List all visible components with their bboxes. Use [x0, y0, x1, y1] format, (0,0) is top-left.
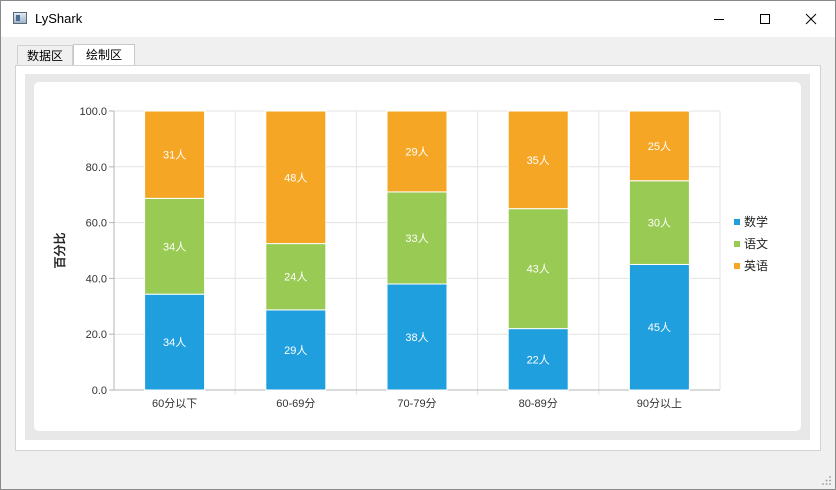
close-button[interactable]: [788, 1, 834, 37]
bar-segment: [628, 263, 690, 391]
x-tick-label: 60分以下: [152, 397, 197, 410]
bar-segment: [386, 283, 448, 391]
bar-data-label: 30人: [648, 217, 671, 230]
bar-data-label: 38人: [405, 331, 428, 344]
tab-drawing-label: 绘制区: [85, 48, 122, 62]
bar-segment: [386, 191, 448, 285]
y-tick-label: 80.0: [86, 162, 107, 174]
y-tick-label: 20.0: [86, 329, 107, 341]
x-tick-label: 80-89分: [519, 397, 558, 410]
minimize-icon: [714, 19, 724, 20]
bar-segment: [507, 208, 569, 330]
bar-data-label: 35人: [527, 154, 550, 167]
resize-grip-icon[interactable]: [822, 476, 832, 486]
bar-segment: [265, 309, 327, 391]
legend-label: 数学: [744, 214, 768, 229]
bar-data-label: 34人: [163, 240, 186, 253]
bar-data-label: 22人: [527, 353, 550, 366]
bar-data-label: 25人: [648, 140, 671, 153]
bar-segment: [144, 110, 206, 199]
close-icon: [805, 13, 817, 25]
bar-data-label: 33人: [405, 232, 428, 245]
tab-data[interactable]: 数据区: [17, 45, 73, 66]
y-tick-label: 0.0: [92, 385, 107, 397]
legend-label: 语文: [744, 236, 768, 251]
bar-data-label: 29人: [405, 145, 428, 158]
window-title: LyShark: [35, 11, 83, 26]
bar-data-label: 24人: [284, 271, 307, 284]
stacked-percent-bar-chart: 0.0 20.0 40.0 60.0 80.0 100.0 百分比 34人 34人 31人 60分以…: [52, 106, 768, 410]
y-tick-label: 40.0: [86, 273, 107, 285]
bar-segment: [628, 110, 690, 182]
bar-data-label: 31人: [163, 149, 186, 162]
legend-marker: [734, 263, 740, 269]
tab-data-label: 数据区: [26, 49, 63, 63]
x-tick-label: 90分以上: [637, 397, 682, 410]
bar-segment: [265, 243, 327, 311]
bar-segment: [507, 328, 569, 391]
y-tick-label: 100.0: [79, 106, 107, 118]
bar-segment: [628, 180, 690, 265]
bar-segment: [144, 197, 206, 295]
app-icon: [13, 12, 27, 24]
maximize-icon: [760, 14, 770, 24]
bar-data-label: 29人: [284, 344, 307, 357]
bar-data-label: 34人: [163, 336, 186, 349]
bar-data-label: 43人: [527, 263, 550, 276]
bar-segment: [144, 293, 206, 391]
y-tick-label: 60.0: [86, 218, 107, 230]
y-axis-title: 百分比: [52, 232, 67, 268]
bar-segment: [265, 110, 327, 245]
bar-segment: [386, 110, 448, 193]
bar-segment: [507, 110, 569, 210]
legend-marker: [734, 241, 740, 247]
title-bar[interactable]: LyShark: [1, 1, 835, 37]
bar-data-label: 45人: [648, 321, 671, 334]
bar-data-label: 48人: [284, 171, 307, 184]
legend-label: 英语: [744, 259, 768, 273]
tab-drawing[interactable]: 绘制区: [73, 44, 135, 67]
x-tick-label: 60-69分: [276, 397, 315, 410]
legend-marker: [734, 219, 740, 225]
chart-card: 0.0 20.0 40.0 60.0 80.0 100.0 百分比 34人 34人 31人 60分以…: [34, 82, 801, 431]
minimize-button[interactable]: [696, 1, 742, 37]
maximize-button[interactable]: [742, 1, 788, 37]
x-tick-label: 70-79分: [397, 397, 436, 410]
